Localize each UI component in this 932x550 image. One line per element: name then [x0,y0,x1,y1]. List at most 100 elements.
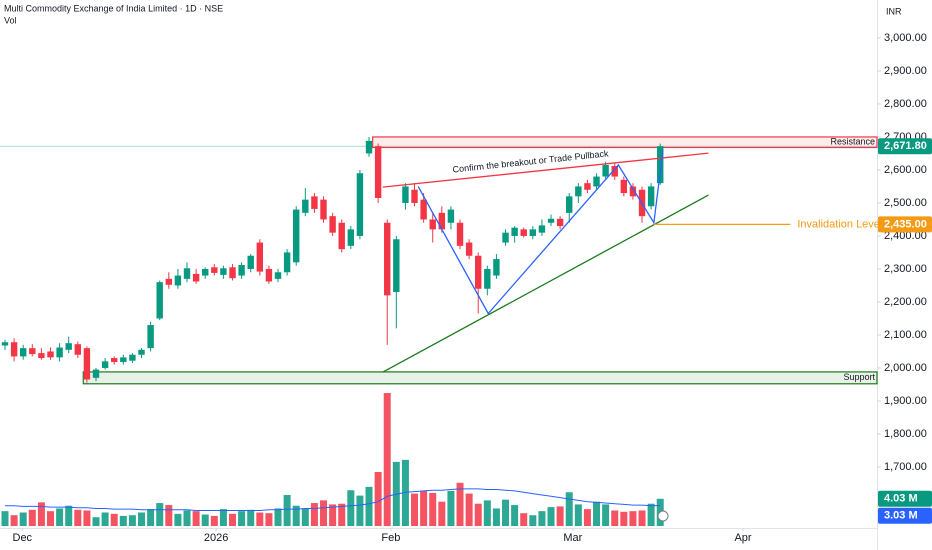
volume-bar [210,515,218,526]
volume-ma-tag-bg [878,507,932,524]
volume-bar [520,513,528,526]
candle-body [202,268,209,276]
volume-bar [283,494,291,526]
x-tick-label: Dec [13,532,33,544]
plot: 1,700.00 1,800.00 1,900.00 2,000.00 2,100.00… [0,32,932,544]
candle-body [138,349,145,355]
candle-body [92,369,100,378]
candle-body [556,218,564,227]
candle-body [47,351,54,358]
candle-body [602,165,609,177]
candle-body [111,358,118,363]
candle-body [183,268,191,279]
y-tick-label: 2,200.00 [884,296,927,308]
y-tick-label: 1,900.00 [884,395,927,407]
volume-bar [465,493,473,526]
volume-tag: 4.03 M [884,493,918,505]
invalidation-tag-bg [878,216,932,233]
candle-body [420,199,427,220]
volume-ma [5,488,661,511]
candle-body [302,199,309,213]
volume-ma-tag: 3.03 M [884,510,918,522]
volume-bar [19,512,27,526]
volume-bar [219,509,227,526]
y-tick-label: 2,800.00 [884,98,927,110]
volume-bar [365,486,373,526]
volume-bar [201,514,209,526]
candle-body [20,348,27,357]
zone-label: Resistance [830,137,875,147]
candle-body [566,196,573,213]
invalidation-label: Invalidation Level [797,218,882,230]
volume-bar [147,509,155,526]
candle-body [374,146,382,198]
zone [372,136,878,149]
candle-body [529,229,537,236]
volume-bar [110,513,118,526]
candle-body [647,186,655,207]
volume-bar [429,492,437,526]
invalidation-tag: 2,435.00 [884,218,927,230]
candle-body [520,229,527,236]
volume-bar [602,504,610,526]
x-tick-label: Mar [563,532,582,544]
volume-bar [338,503,346,526]
volume-bar [128,515,136,526]
candle-body [384,222,391,296]
candle-body [493,259,500,276]
volume-bar [629,511,637,526]
volume-bar [483,500,491,526]
volume-bar [301,508,309,526]
y-tick-label: 3,000.00 [884,32,927,44]
candle-body [10,342,18,357]
candle-body [465,242,473,256]
candle-body [56,347,63,358]
volume-tag-bg [878,490,932,507]
y-tick-label: 2,500.00 [884,197,927,209]
y-tick-label: 1,700.00 [884,461,927,473]
candle-body [192,273,200,282]
volume-bar [447,490,455,526]
candle-body [83,348,91,380]
volume-bar [247,509,255,526]
volume-bar [574,504,582,526]
volume-bar [183,510,191,526]
volume-bar [492,508,500,526]
candle-body [129,354,136,361]
volume-bar [347,490,355,526]
volume-bar [238,511,246,526]
candle-body [29,348,36,355]
volume-bar [611,510,619,526]
volume-bar [10,515,18,526]
candle-body [356,173,364,236]
y-tick-label: 2,000.00 [884,362,927,374]
volume-bar [47,511,55,526]
candle-body [657,146,664,184]
candle-body [438,212,446,230]
candle-body [511,227,518,236]
volume-bar [74,509,82,526]
volume-bar [156,503,164,526]
candle-body [120,357,127,363]
volume-bar [329,504,337,526]
y-tick-label: 2,300.00 [884,263,927,275]
candle-body [584,183,591,190]
candle-body [338,222,345,250]
y-tick-label: 2,100.00 [884,329,927,341]
volume-bar [92,517,100,526]
volume-bar [620,511,628,526]
volume-bar [502,499,510,526]
volume-bar [556,506,564,526]
candle-body [238,264,245,276]
volume-bar [583,509,591,526]
candle-body [311,196,318,209]
volume-bar [547,507,555,526]
candle-body [447,209,455,223]
volume-title: Vol [4,15,17,25]
event-icon[interactable] [657,510,669,522]
candle-body [147,325,154,349]
volume-bar [411,493,419,526]
chart-title: Multi Commodity Exchange of India Limite… [4,3,223,13]
candle-body [156,282,163,319]
volume-bar [374,472,382,526]
